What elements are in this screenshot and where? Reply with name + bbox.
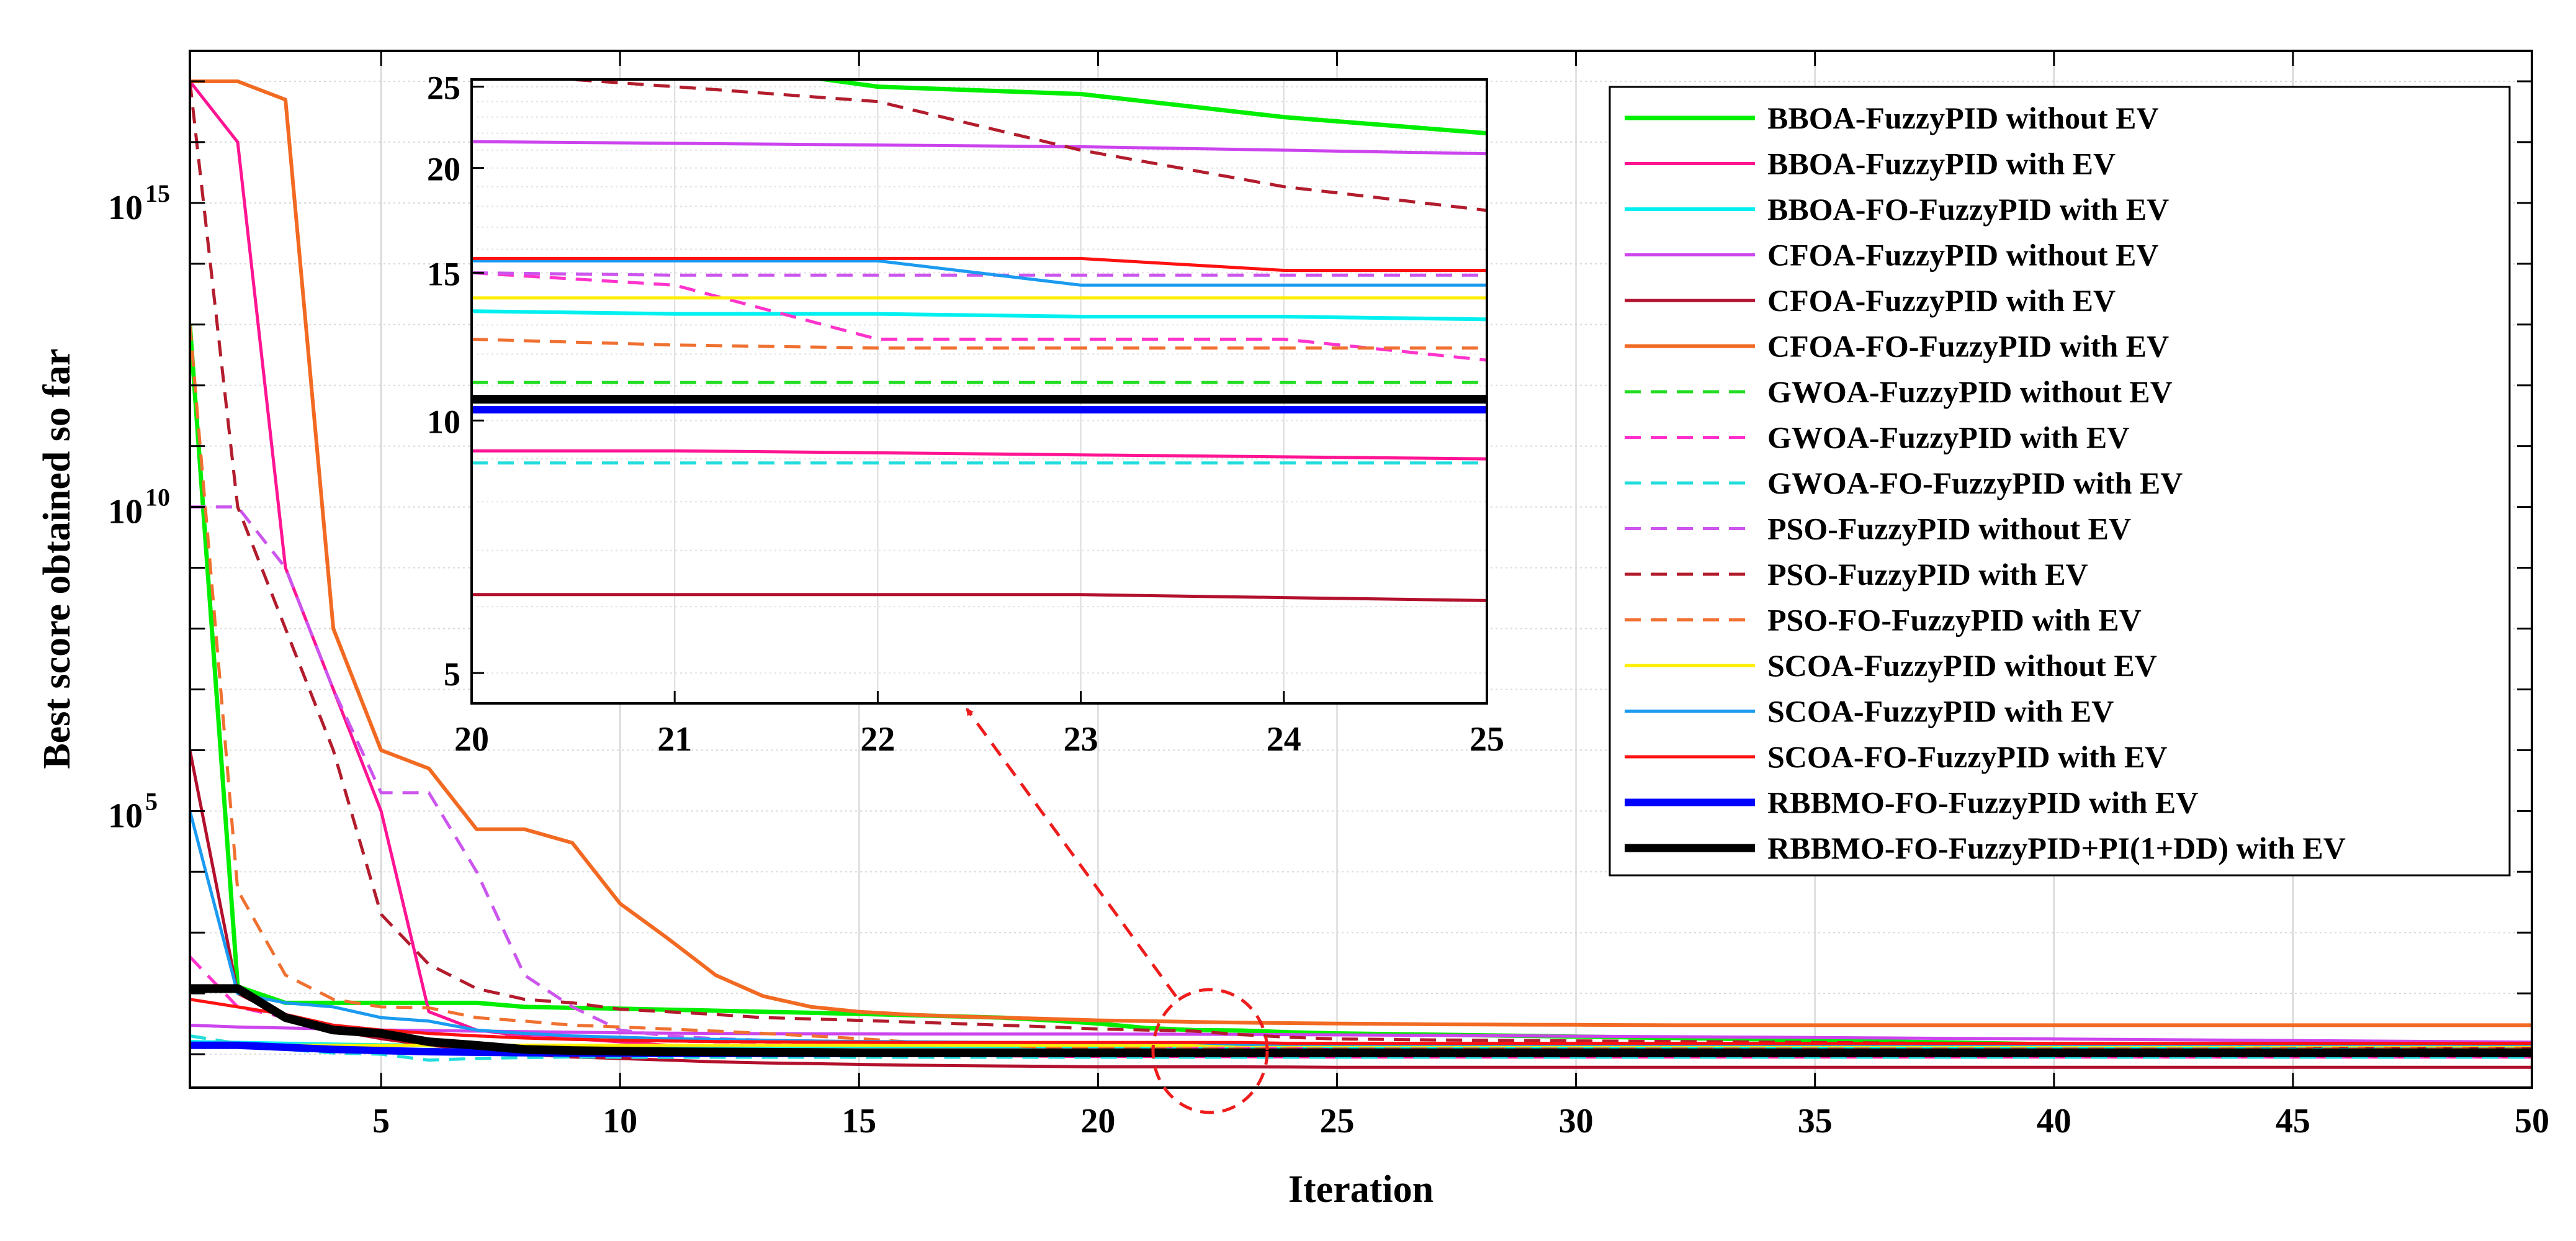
inset-grid bbox=[471, 79, 1488, 703]
y-axis-label: Best score obtained so far bbox=[36, 348, 78, 769]
legend-entry-label: GWOA-FuzzyPID with EV bbox=[1767, 420, 2129, 455]
y-tick-label: 10 bbox=[108, 189, 143, 227]
legend-entry-label: CFOA-FO-FuzzyPID with EV bbox=[1767, 329, 2169, 364]
legend-entry-label: BBOA-FuzzyPID with EV bbox=[1767, 147, 2116, 181]
inset-x-ticks: 20 21 22 23 24 25 bbox=[454, 691, 1504, 759]
inset-series-line bbox=[550, 79, 1487, 212]
inset-series-line bbox=[472, 140, 1487, 156]
legend-entry-label: RBBMO-FO-FuzzyPID with EV bbox=[1767, 785, 2198, 820]
main-x-ticks: 5 10 15 20 25 30 35 40 45 50 bbox=[372, 51, 2549, 1140]
inset-series-line bbox=[472, 309, 1487, 322]
x-tick-label: 35 bbox=[1798, 1102, 1833, 1140]
legend-entry-label: BBOA-FO-FuzzyPID with EV bbox=[1767, 192, 2169, 227]
series-line bbox=[190, 984, 2532, 1057]
main-plot-frame bbox=[189, 50, 2533, 1089]
legend-box bbox=[1609, 86, 2511, 877]
inset-frame bbox=[470, 78, 1488, 705]
x-tick-label: 45 bbox=[2276, 1102, 2310, 1140]
inset-background bbox=[472, 79, 1487, 703]
x-tick-label: 15 bbox=[841, 1102, 876, 1140]
legend-entry-label: SCOA-FuzzyPID with EV bbox=[1767, 694, 2114, 729]
inset-series-line bbox=[472, 337, 1487, 350]
inset-series-line bbox=[472, 593, 1487, 602]
inset-x-tick-label: 21 bbox=[657, 720, 692, 759]
inset-y-tick-label: 15 bbox=[427, 255, 460, 292]
inset-y-tick-label: 20 bbox=[427, 151, 460, 188]
inset-series-line bbox=[472, 271, 1487, 362]
inset-x-tick-label: 23 bbox=[1064, 720, 1098, 759]
legend: BBOA-FuzzyPID without EV BBOA-FuzzyPID wi… bbox=[1609, 86, 2511, 877]
inset-y-tick-label: 10 bbox=[427, 403, 460, 440]
x-axis-label: Iteration bbox=[1288, 1168, 1434, 1211]
inset-x-tick-label: 22 bbox=[860, 720, 895, 759]
x-tick-label: 5 bbox=[372, 1102, 390, 1140]
y-tick-label: 10 bbox=[108, 796, 143, 835]
inset-y-tick-label: 25 bbox=[427, 70, 460, 107]
inset-panel: 20 21 22 23 24 25 5 10 15 20 25 bbox=[427, 70, 1504, 759]
y-tick-exponent: 5 bbox=[145, 787, 158, 815]
main-series bbox=[190, 79, 2532, 1069]
inset-y-tick-label: 5 bbox=[444, 656, 460, 693]
x-tick-label: 20 bbox=[1080, 1102, 1115, 1140]
inset-y-ticks: 5 10 15 20 25 bbox=[427, 70, 484, 693]
legend-entry-label: GWOA-FuzzyPID without EV bbox=[1767, 374, 2173, 409]
inset-x-tick-label: 24 bbox=[1267, 720, 1301, 759]
series-line bbox=[190, 1034, 2532, 1062]
y-tick-exponent: 15 bbox=[145, 179, 170, 207]
inset-series-line bbox=[472, 256, 1487, 272]
x-tick-label: 25 bbox=[1319, 1102, 1354, 1140]
series-line bbox=[190, 79, 2532, 1027]
y-tick-label: 10 bbox=[108, 493, 143, 531]
x-tick-label: 50 bbox=[2515, 1102, 2549, 1140]
inset-series-line bbox=[472, 259, 1487, 287]
legend-entry-label: RBBMO-FO-FuzzyPID+PI(1+DD) with EV bbox=[1767, 831, 2346, 865]
inset-series bbox=[472, 79, 1487, 602]
inset-x-tick-label: 25 bbox=[1470, 720, 1504, 759]
series-line bbox=[190, 1023, 2532, 1044]
inset-x-tick-label: 20 bbox=[454, 720, 489, 759]
inset-series-line bbox=[472, 449, 1487, 461]
legend-entry-label: PSO-FuzzyPID with EV bbox=[1767, 557, 2088, 592]
inset-series-line bbox=[809, 79, 1487, 136]
x-tick-label: 30 bbox=[1559, 1102, 1594, 1140]
legend-entry-label: BBOA-FuzzyPID without EV bbox=[1767, 101, 2159, 135]
legend-entry-label: CFOA-FuzzyPID without EV bbox=[1767, 238, 2159, 273]
legend-entry-label: PSO-FuzzyPID without EV bbox=[1767, 512, 2131, 546]
inset-series-line bbox=[472, 271, 1487, 277]
legend-entry-label: SCOA-FO-FuzzyPID with EV bbox=[1767, 739, 2167, 774]
x-tick-label: 40 bbox=[2037, 1102, 2071, 1140]
legend-entry-label: CFOA-FuzzyPID with EV bbox=[1767, 283, 2116, 318]
y-tick-exponent: 10 bbox=[145, 484, 170, 512]
zoom-callout bbox=[965, 708, 1269, 1114]
series-line bbox=[190, 998, 2532, 1045]
zoom-ellipse bbox=[1151, 988, 1269, 1114]
legend-entry-label: SCOA-FuzzyPID without EV bbox=[1767, 648, 2157, 683]
legend-entry-label: PSO-FO-FuzzyPID with EV bbox=[1767, 603, 2142, 638]
zoom-arrow bbox=[965, 708, 1178, 998]
x-tick-label: 10 bbox=[603, 1102, 637, 1140]
legend-entry-label: GWOA-FO-FuzzyPID with EV bbox=[1767, 466, 2183, 500]
